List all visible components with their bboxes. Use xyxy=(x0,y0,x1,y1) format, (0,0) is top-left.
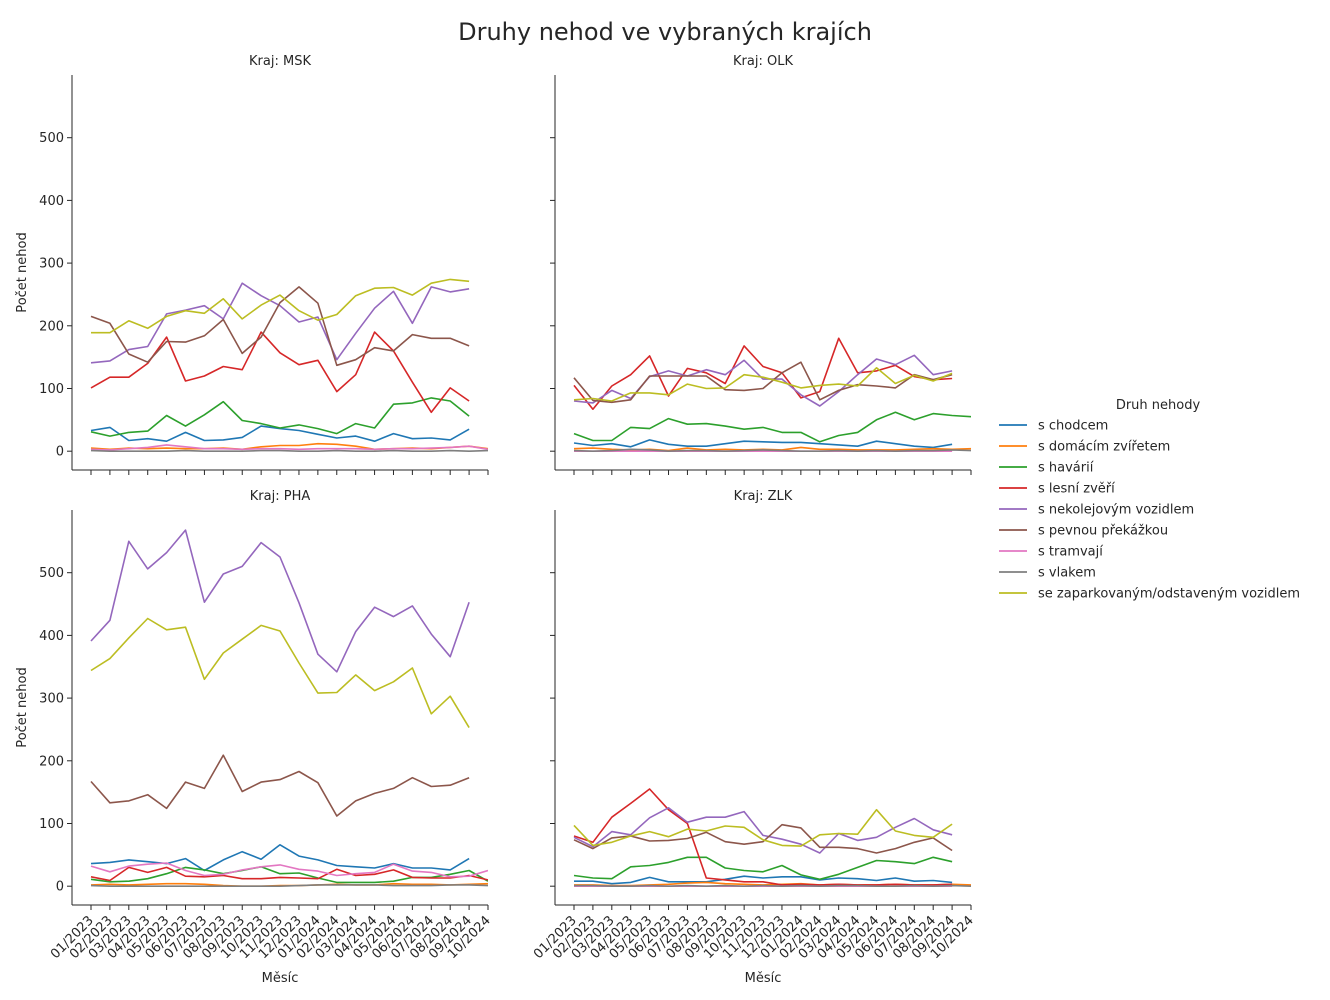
panel-krajpha: Kraj: PHA010020030040050001/202302/20230… xyxy=(15,489,494,986)
panel-title: Kraj: MSK xyxy=(249,54,311,69)
y-tick-label: 500 xyxy=(39,566,64,581)
y-tick-label: 200 xyxy=(39,319,64,334)
series-line-s-tramvaj- xyxy=(90,444,488,451)
series-group xyxy=(573,788,971,888)
series-line-s-pevnou-p-ek-kou xyxy=(90,754,470,817)
panel-title: Kraj: OLK xyxy=(733,54,793,69)
legend: Druh nehody s chodcem s domácím zvířetem s… xyxy=(999,398,1300,602)
legend-entry: s tramvají xyxy=(1038,545,1103,560)
legend-entry: se zaparkovaným/odstaveným vozidlem xyxy=(1038,587,1300,602)
panel-krajmsk: Kraj: MSK 0 100 200 300 400 500 Počet nehod xyxy=(15,54,489,475)
series-line-s-lesn-zv- xyxy=(90,331,470,414)
y-tick-label: 400 xyxy=(39,194,64,209)
panel-title: Kraj: ZLK xyxy=(734,489,793,504)
series-line-s-hav-ri- xyxy=(90,397,470,437)
x-axis-label: Měsíc xyxy=(262,971,299,986)
series-line-s-chodcem xyxy=(573,439,953,449)
series-line-s-tramvaj- xyxy=(90,862,488,878)
series-line-s-lesn-zv- xyxy=(573,337,953,411)
y-tick-label: 300 xyxy=(39,257,64,272)
series-line-s-lesn-zv- xyxy=(573,788,953,886)
series-line-s-vlakem xyxy=(90,884,488,888)
series-line-s-hav-ri- xyxy=(573,411,971,443)
series-line-s-nekolejov-m-vozidlem xyxy=(573,806,953,854)
series-line-s-nekolejov-m-vozidlem xyxy=(90,529,470,673)
legend-entry: s domácím zvířetem xyxy=(1038,440,1170,455)
y-tick-label: 300 xyxy=(39,692,64,707)
legend-entry: s pevnou překážkou xyxy=(1038,524,1168,539)
series-group xyxy=(573,337,971,453)
chart-title: Druhy nehod ve vybraných krajích xyxy=(458,18,872,46)
y-tick-label: 0 xyxy=(56,880,64,895)
series-group xyxy=(90,529,488,888)
series-group xyxy=(90,278,488,453)
series-line-se-zaparkovan-m-odstaven-m-vozidlem xyxy=(90,617,470,729)
legend-entry: s lesní zvěří xyxy=(1038,482,1115,497)
series-line-s-lesn-zv- xyxy=(90,866,488,882)
y-tick-label: 100 xyxy=(39,382,64,397)
series-line-s-pevnou-p-ek-kou xyxy=(573,361,953,404)
panel-krajolk: Kraj: OLK xyxy=(550,54,972,475)
y-tick-label: 200 xyxy=(39,754,64,769)
legend-entry: s vlakem xyxy=(1038,566,1096,581)
series-line-s-nekolejov-m-vozidlem xyxy=(573,354,953,407)
legend-title: Druh nehody xyxy=(1116,398,1201,413)
series-line-s-chodcem xyxy=(574,875,953,885)
series-line-s-vlakem xyxy=(90,449,488,453)
series-line-s-pevnou-p-ek-kou xyxy=(573,823,953,854)
y-tick-label: 100 xyxy=(39,817,64,832)
y-tick-label: 0 xyxy=(56,445,64,460)
series-line-s-vlakem xyxy=(573,448,971,453)
panel-title: Kraj: PHA xyxy=(250,489,311,504)
legend-entry: s havárií xyxy=(1038,461,1094,476)
series-line-s-nekolejov-m-vozidlem xyxy=(90,282,470,364)
y-tick-label: 500 xyxy=(39,131,64,146)
series-line-s-hav-ri- xyxy=(573,856,953,881)
series-line-s-hav-ri- xyxy=(90,865,488,884)
legend-entry: s chodcem xyxy=(1038,419,1108,434)
series-line-s-pevnou-p-ek-kou xyxy=(90,286,470,367)
series-line-s-vlakem xyxy=(574,884,971,888)
x-axis-label: Měsíc xyxy=(745,971,782,986)
y-axis-label: Počet nehod xyxy=(15,667,30,747)
legend-entry: s nekolejovým vozidlem xyxy=(1038,503,1194,518)
series-line-se-zaparkovan-m-odstaven-m-vozidlem xyxy=(91,278,470,334)
panel-krajzlk: Kraj: ZLK01/202302/202303/202304/202305/… xyxy=(531,489,977,986)
y-axis-label: Počet nehod xyxy=(15,232,30,312)
series-line-se-zaparkovan-m-odstaven-m-vozidlem xyxy=(573,808,953,847)
series-line-se-zaparkovan-m-odstaven-m-vozidlem xyxy=(573,366,953,402)
y-tick-label: 400 xyxy=(39,629,64,644)
series-line-s-chodcem xyxy=(90,843,470,872)
